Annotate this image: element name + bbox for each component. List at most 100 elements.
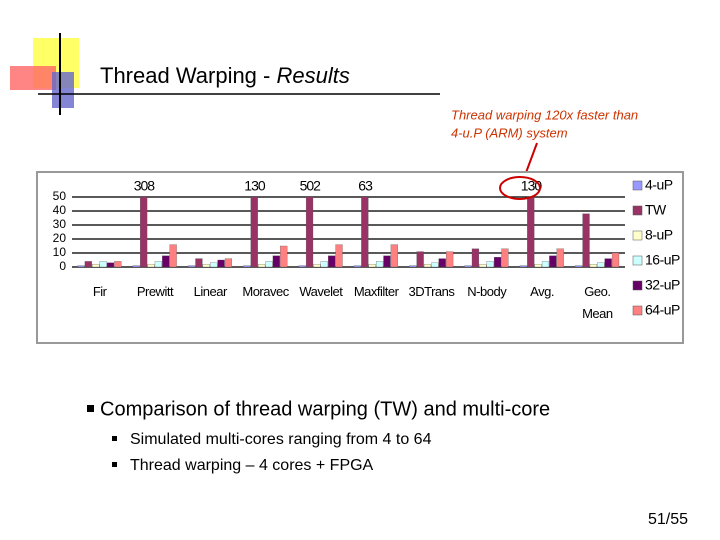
bar bbox=[479, 264, 487, 267]
annotation: Thread warping 120x faster than bbox=[451, 107, 638, 122]
bar bbox=[486, 261, 494, 267]
bar bbox=[84, 261, 92, 267]
data-label: 308 bbox=[134, 178, 156, 194]
bar bbox=[611, 252, 620, 267]
bar bbox=[527, 197, 535, 267]
data-label: 63 bbox=[358, 178, 373, 194]
y-tick-label: 20 bbox=[53, 231, 67, 245]
x-tick-label: Fir bbox=[93, 284, 108, 299]
bullet-icon bbox=[112, 436, 117, 441]
x-tick-label: Avg. bbox=[530, 284, 554, 299]
bar bbox=[390, 244, 398, 267]
bar bbox=[217, 259, 225, 267]
bullet: Comparison of thread warping (TW) and mu… bbox=[100, 398, 550, 420]
highlight-oval bbox=[499, 176, 541, 200]
deco-bar bbox=[10, 66, 56, 90]
bars bbox=[77, 197, 620, 267]
data-label: 502 bbox=[300, 178, 322, 194]
bar bbox=[114, 261, 122, 267]
x-tick-line: Geo. bbox=[584, 284, 610, 299]
title-emphasis: Results bbox=[277, 63, 350, 88]
bar bbox=[335, 244, 343, 267]
bar bbox=[280, 245, 288, 267]
legend-label: TW bbox=[645, 202, 667, 218]
bar bbox=[534, 264, 542, 267]
bar bbox=[328, 255, 336, 267]
bar bbox=[154, 261, 162, 267]
x-tick-label: N-body bbox=[467, 284, 507, 299]
bar bbox=[265, 261, 273, 267]
bar bbox=[501, 248, 509, 267]
bar bbox=[446, 251, 454, 267]
x-tick-line: Moravec bbox=[242, 284, 289, 299]
y-tick-label: 30 bbox=[53, 217, 67, 231]
x-tick-line: 3DTrans bbox=[409, 284, 456, 299]
x-tick-line: Mean bbox=[582, 306, 613, 321]
bar bbox=[493, 257, 502, 267]
legend-label: 16-uP bbox=[645, 252, 680, 268]
slide-title: Thread Warping - Results bbox=[100, 63, 350, 88]
bar bbox=[272, 255, 280, 267]
bar bbox=[383, 255, 391, 267]
bar bbox=[519, 265, 527, 267]
y-tick-label: 50 bbox=[53, 189, 67, 203]
legend-swatch bbox=[632, 205, 643, 216]
bar bbox=[575, 265, 583, 267]
x-tick-label: Moravec bbox=[242, 284, 289, 299]
sub-bullet: Thread warping – 4 cores + FPGA bbox=[130, 457, 374, 474]
bar bbox=[361, 197, 369, 267]
legend-label: 64-uP bbox=[645, 302, 680, 318]
title-text: Thread Warping - bbox=[100, 63, 270, 88]
bar bbox=[353, 265, 362, 267]
bar bbox=[99, 261, 107, 267]
legend-swatch bbox=[632, 180, 643, 191]
bullet-icon bbox=[87, 405, 94, 412]
x-tick-line: Maxfilter bbox=[354, 284, 400, 299]
bar bbox=[92, 264, 100, 267]
legend-label: 8-uP bbox=[645, 227, 673, 243]
x-tick-line: Fir bbox=[93, 284, 108, 299]
bar bbox=[140, 197, 148, 267]
x-tick-line: Avg. bbox=[530, 284, 554, 299]
bar bbox=[169, 244, 177, 267]
legend-swatch bbox=[632, 255, 643, 266]
bar bbox=[147, 264, 155, 267]
bar bbox=[195, 258, 203, 267]
bar bbox=[250, 197, 258, 267]
bar bbox=[582, 213, 590, 267]
x-tick-label: Geo. Mean bbox=[582, 284, 613, 321]
bar bbox=[416, 251, 424, 267]
x-tick-line: N-body bbox=[467, 284, 507, 299]
data-label: 130 bbox=[244, 178, 266, 194]
bar bbox=[604, 258, 612, 267]
x-tick-label: Linear bbox=[194, 284, 228, 299]
bar bbox=[187, 265, 196, 267]
bar bbox=[210, 262, 218, 267]
bar bbox=[258, 264, 266, 267]
bullet-icon bbox=[112, 462, 117, 467]
bar bbox=[298, 265, 306, 267]
legend-swatch bbox=[632, 230, 643, 241]
bar bbox=[375, 261, 384, 267]
bar bbox=[243, 265, 251, 267]
bar bbox=[423, 264, 432, 267]
x-tick-line: Linear bbox=[194, 284, 228, 299]
bar bbox=[77, 265, 85, 267]
bar bbox=[556, 248, 564, 267]
x-tick-label: 3DTrans bbox=[409, 284, 456, 299]
bar bbox=[471, 248, 480, 267]
y-tick-label: 40 bbox=[53, 203, 67, 217]
legend-swatch bbox=[632, 280, 643, 291]
bar bbox=[313, 264, 321, 267]
deco-bar bbox=[52, 72, 74, 108]
bar bbox=[464, 265, 472, 267]
y-tick-label: 0 bbox=[59, 259, 66, 273]
bar bbox=[224, 258, 233, 267]
x-tick-label: Prewitt bbox=[137, 284, 174, 299]
bar bbox=[162, 255, 170, 267]
bar bbox=[202, 264, 210, 267]
bar bbox=[589, 264, 598, 267]
sub-bullet: Simulated multi-cores ranging from 4 to … bbox=[130, 431, 432, 448]
legend-swatch bbox=[632, 305, 643, 316]
